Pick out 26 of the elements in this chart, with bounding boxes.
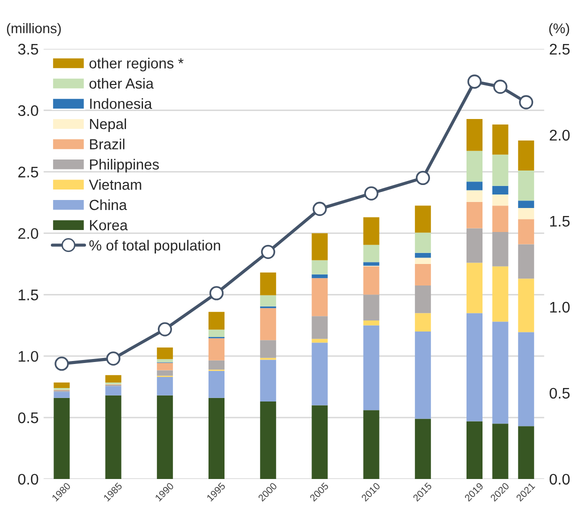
- y-tick-label: 3.0: [18, 105, 38, 116]
- y-tick-label: 1.0: [18, 350, 38, 362]
- y-tick-label: 2.5: [18, 166, 38, 178]
- legend-label: Nepal: [90, 118, 126, 132]
- y2-tick-label: 2.5: [550, 44, 570, 55]
- legend-label: other regions *: [89, 58, 184, 72]
- legend-label: Philippines: [90, 158, 159, 173]
- y-tick-label: 1.5: [18, 290, 38, 300]
- y2-axis-title: (%): [549, 23, 570, 36]
- legend-label: other Asia: [89, 78, 154, 89]
- legend-label: Vietnam: [88, 179, 142, 190]
- y2-tick-label: 1.0: [550, 302, 570, 313]
- y-tick-label: 2.0: [18, 228, 38, 239]
- y2-tick-label: 0.0: [550, 474, 570, 485]
- y2-tick-label: 1.5: [550, 216, 570, 227]
- legend-label: Korea: [90, 220, 128, 230]
- legend-label: Indonesia: [90, 98, 152, 109]
- y-tick-label: 0.5: [18, 412, 38, 424]
- y-axis-title: (millions): [6, 23, 61, 36]
- y2-tick-label: 2.0: [550, 130, 570, 141]
- legend-label: China: [90, 199, 127, 210]
- y-tick-label: 0.0: [18, 474, 38, 485]
- y2-tick-label: 0.5: [550, 388, 570, 399]
- y-tick-label: 3.5: [18, 44, 38, 55]
- legend-label: % of total population: [89, 240, 220, 254]
- legend-label: Brazil: [90, 138, 124, 150]
